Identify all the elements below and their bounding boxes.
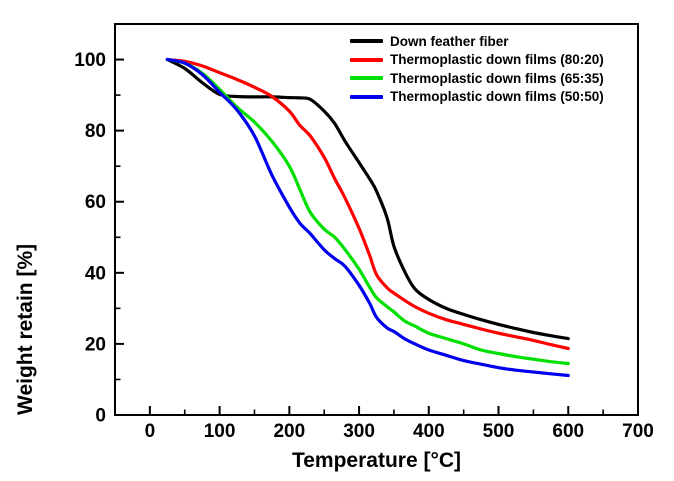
series-line-2 — [165, 57, 570, 366]
series-line-1 — [165, 57, 570, 351]
x-tick-label: 500 — [483, 421, 515, 442]
y-tick-label: 0 — [95, 406, 106, 427]
y-tick-label: 60 — [85, 192, 106, 213]
x-tick-label: 0 — [145, 421, 156, 442]
axis-frame — [114, 23, 639, 416]
x-tick-label: 700 — [622, 421, 654, 442]
y-tick-label: 80 — [85, 121, 106, 142]
legend-label: Down feather fiber — [390, 33, 509, 49]
x-tick-label: 400 — [413, 421, 445, 442]
legend-item-3: Thermoplastic down films (50:50) — [350, 88, 604, 107]
legend-item-1: Thermoplastic down films (80:20) — [350, 51, 604, 70]
series-line-3 — [165, 57, 570, 378]
y-tick-label: 100 — [74, 50, 106, 71]
legend-line-sample — [350, 76, 383, 81]
y-tick-label: 20 — [85, 334, 106, 355]
series-line-0 — [165, 57, 570, 341]
legend-label: Thermoplastic down films (80:20) — [390, 52, 604, 67]
x-axis-title: Temperature [°C] — [291, 449, 462, 472]
x-tick-label: 100 — [204, 421, 236, 442]
x-tick-label: 600 — [552, 421, 584, 442]
legend-label: Thermoplastic down films (65:35) — [390, 70, 604, 86]
legend-item-0: Down feather fiber — [350, 32, 604, 51]
legend-line-sample — [350, 57, 383, 62]
legend-line-sample — [350, 94, 383, 99]
y-axis-title: Weight retain [%] — [14, 243, 37, 415]
legend: Down feather fiber Thermoplastic down fil… — [350, 32, 604, 106]
y-tick-label: 40 — [85, 263, 106, 284]
x-tick-label: 200 — [273, 421, 305, 442]
legend-label: Thermoplastic down films (50:50) — [390, 89, 604, 104]
x-tick-label: 300 — [343, 421, 375, 442]
legend-line-sample — [350, 39, 383, 44]
legend-item-2: Thermoplastic down films (65:35) — [350, 69, 604, 88]
